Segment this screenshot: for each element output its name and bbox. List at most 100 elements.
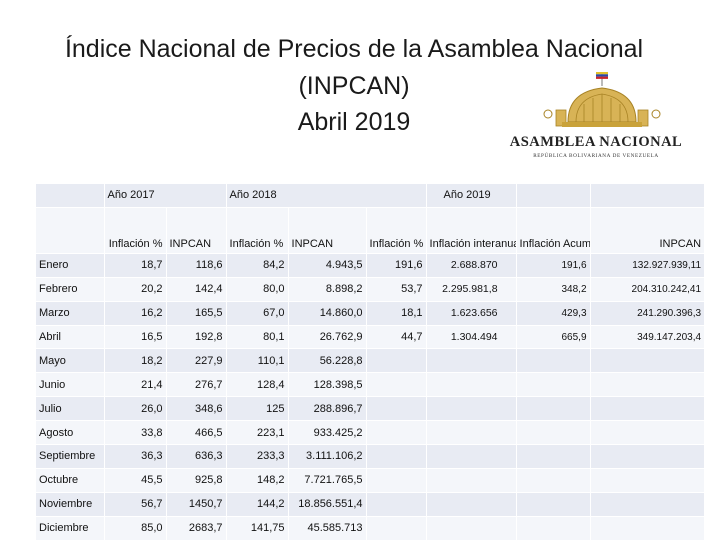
cell-inpcan-2017: 348,6 <box>165 396 227 421</box>
cell-inflacion-2018: 110,1 <box>225 348 289 373</box>
cell-inflacion-2017: 33,8 <box>103 420 166 445</box>
cell-inpcan-2018: 26.762,9 <box>287 324 367 349</box>
cell-inflacion-2019 <box>365 515 427 540</box>
col-2019-acumulada: Inflación Acumulada% <box>515 206 591 254</box>
cell-inflacion-2019 <box>365 348 427 373</box>
cell-inflacion-2017: 26,0 <box>103 396 166 421</box>
cell-inflacion-2017: 16,5 <box>103 324 166 349</box>
table-row: Agosto 33,8 466,5 223,1 933.425,2 <box>36 420 705 445</box>
cell-interanual-2019 <box>425 372 517 397</box>
page-subtitle: (INPCAN) <box>298 72 410 100</box>
cell-inflacion-2019 <box>365 467 427 493</box>
month-label: Agosto <box>36 420 104 445</box>
col-2018-inflacion: Inflación % <box>225 206 289 254</box>
cell-inflacion-2019: 44,7 <box>365 324 427 349</box>
cell-inpcan-2017: 118,6 <box>165 252 227 278</box>
cell-inpcan-2018: 933.425,2 <box>287 420 367 445</box>
col-2018-inpcan: INPCAN <box>287 206 367 254</box>
column-header-row: Inflación % INPCAN Inflación % INPCAN In… <box>36 206 705 254</box>
cell-inflacion-2018: 67,0 <box>225 300 289 326</box>
cell-inflacion-2017: 21,4 <box>103 372 166 397</box>
table-row: Marzo 16,2 165,5 67,0 14.860,0 18,1 1.623.656 4… <box>36 300 705 326</box>
cell-inflacion-2018: 128,4 <box>225 372 289 397</box>
col-2019-interanual: Inflación interanual % <box>425 206 517 254</box>
cell-acumulada-2019 <box>515 467 591 493</box>
cell-inflacion-2018: 141,75 <box>225 515 289 540</box>
cell-interanual-2019 <box>425 467 517 493</box>
cell-inpcan-2019: 349.147.203,4 <box>589 324 705 349</box>
cell-inflacion-2017: 20,2 <box>103 276 166 302</box>
cell-interanual-2019 <box>425 348 517 373</box>
cell-inflacion-2019 <box>365 372 427 397</box>
cell-inflacion-2018: 148,2 <box>225 467 289 493</box>
cell-inflacion-2019: 191,6 <box>365 252 427 278</box>
cell-inflacion-2018: 80,0 <box>225 276 289 302</box>
cell-inflacion-2018: 84,2 <box>225 252 289 278</box>
month-label: Enero <box>36 252 104 278</box>
cell-inpcan-2018: 288.896,7 <box>287 396 367 421</box>
cell-interanual-2019 <box>425 491 517 517</box>
cell-acumulada-2019 <box>515 372 591 397</box>
cell-inflacion-2018: 125 <box>225 396 289 421</box>
cell-inpcan-2018: 18.856.551,4 <box>287 491 367 517</box>
cell-inpcan-2019: 241.290.396,3 <box>589 300 705 326</box>
cell-inflacion-2018: 144,2 <box>225 491 289 517</box>
cell-inpcan-2019 <box>589 420 705 445</box>
cell-inpcan-2019 <box>589 372 705 397</box>
table-row: Septiembre 36,3 636,3 233,3 3.111.106,2 <box>36 444 705 469</box>
cell-inflacion-2017: 56,7 <box>103 491 166 517</box>
cell-acumulada-2019: 665,9 <box>515 324 591 349</box>
table-row: Abril 16,5 192,8 80,1 26.762,9 44,7 1.304.494 6… <box>36 324 705 349</box>
table-row: Diciembre 85,0 2683,7 141,75 45.585.713 <box>36 515 705 540</box>
cell-acumulada-2019 <box>515 444 591 469</box>
cell-interanual-2019: 1.304.494 <box>425 324 517 349</box>
cell-interanual-2019 <box>425 396 517 421</box>
cell-inflacion-2019: 18,1 <box>365 300 427 326</box>
year-2017-header: Año 2017 <box>103 184 227 208</box>
cell-acumulada-2019 <box>515 491 591 517</box>
month-label: Junio <box>36 372 104 397</box>
month-label: Abril <box>36 324 104 349</box>
inpcan-table: Año 2017 Año 2018 Año 2019 Inflación % I… <box>36 184 705 540</box>
cell-inflacion-2017: 85,0 <box>103 515 166 540</box>
cell-inpcan-2019: 132.927.939,11 <box>589 252 705 278</box>
cell-inflacion-2017: 16,2 <box>103 300 166 326</box>
col-2019-inpcan: INPCAN <box>589 206 705 254</box>
cell-inpcan-2018: 3.111.106,2 <box>287 444 367 469</box>
cell-inflacion-2019 <box>365 396 427 421</box>
cell-inpcan-2017: 636,3 <box>165 444 227 469</box>
cell-inpcan-2018: 128.398,5 <box>287 372 367 397</box>
page-date: Abril 2019 <box>297 108 411 136</box>
month-label: Mayo <box>36 348 104 373</box>
table-row: Julio 26,0 348,6 125 288.896,7 <box>36 396 705 421</box>
capitol-dome-icon <box>543 72 661 127</box>
cell-interanual-2019 <box>425 515 517 540</box>
year-2019-header: Año 2019 <box>425 184 517 208</box>
logo-name: ASAMBLEA NACIONAL <box>509 134 683 150</box>
cell-acumulada-2019 <box>515 396 591 421</box>
cell-inpcan-2019 <box>589 515 705 540</box>
col-2017-inflacion: Inflación % <box>103 206 166 254</box>
table-row: Junio 21,4 276,7 128,4 128.398,5 <box>36 372 705 397</box>
cell-acumulada-2019: 191,6 <box>515 252 591 278</box>
cell-inpcan-2019 <box>589 348 705 373</box>
cell-inflacion-2019: 53,7 <box>365 276 427 302</box>
cell-inpcan-2019: 204.310.242,41 <box>589 276 705 302</box>
cell-inflacion-2018: 80,1 <box>225 324 289 349</box>
month-label: Noviembre <box>36 491 104 517</box>
cell-inflacion-2018: 233,3 <box>225 444 289 469</box>
cell-inpcan-2018: 45.585.713 <box>287 515 367 540</box>
table-row: Noviembre 56,7 1450,7 144,2 18.856.551,4 <box>36 491 705 517</box>
cell-inpcan-2019 <box>589 444 705 469</box>
cell-inpcan-2017: 192,8 <box>165 324 227 349</box>
col-2017-inpcan: INPCAN <box>165 206 227 254</box>
cell-inpcan-2017: 227,9 <box>165 348 227 373</box>
month-label: Septiembre <box>36 444 104 469</box>
cell-acumulada-2019 <box>515 515 591 540</box>
cell-inpcan-2017: 1450,7 <box>165 491 227 517</box>
cell-interanual-2019 <box>425 420 517 445</box>
cell-inpcan-2017: 165,5 <box>165 300 227 326</box>
month-label: Diciembre <box>36 515 104 540</box>
cell-inpcan-2018: 8.898,2 <box>287 276 367 302</box>
cell-inflacion-2017: 36,3 <box>103 444 166 469</box>
